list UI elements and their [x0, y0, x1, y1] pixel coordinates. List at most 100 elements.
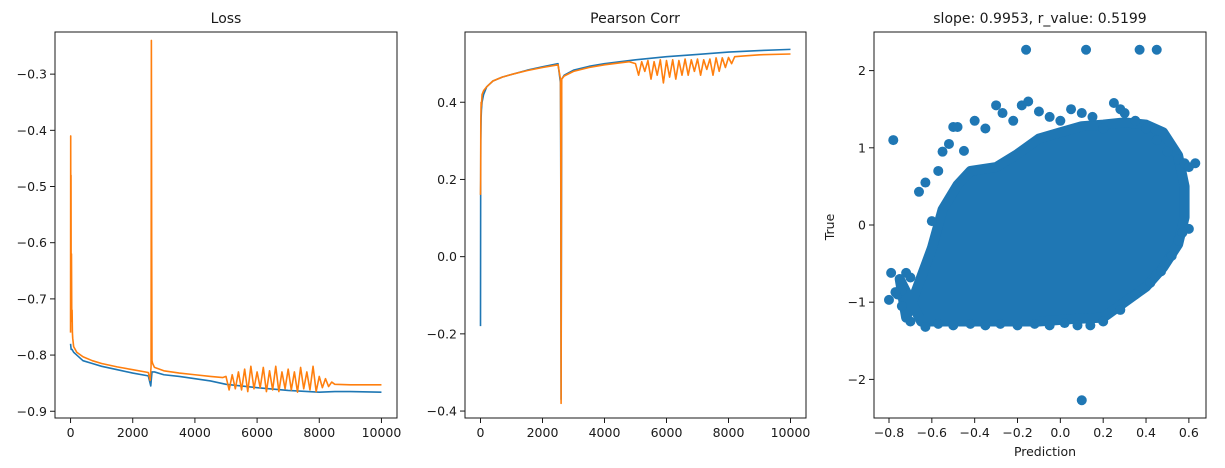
scatter-point: [886, 267, 897, 278]
scatter-point: [1108, 98, 1119, 109]
x-tick-label: 0: [477, 425, 485, 440]
scatter-point: [1130, 289, 1141, 300]
series-line-0: [69, 343, 382, 393]
scatter-point: [1081, 44, 1092, 55]
scatter-x-axis-label: Prediction: [1014, 444, 1076, 459]
x-tick-label: 4000: [589, 425, 621, 440]
scatter-point: [1145, 277, 1156, 288]
x-tick-label: 6000: [241, 425, 273, 440]
pearson-corr-chart: Pearson Corr 0 2000 4000 6000 8000 10000 −0.4 −…: [427, 11, 811, 440]
x-tick-label: 2000: [527, 425, 559, 440]
scatter-point: [1141, 123, 1152, 134]
x-tick-label: 0: [67, 425, 75, 440]
marks-2: [883, 44, 1201, 406]
scatter-point: [888, 135, 899, 146]
x-tick-label: 0.6: [1179, 425, 1199, 440]
scatter-point: [933, 318, 944, 329]
series-line-1: [479, 53, 791, 405]
scatter-point: [997, 108, 1008, 119]
scatter-point: [1166, 250, 1177, 261]
scatter-point: [1044, 320, 1055, 331]
scatter-point: [1008, 115, 1019, 126]
scatter-point: [1072, 320, 1083, 331]
y-tick-label: −0.4: [427, 404, 457, 419]
scatter-point: [920, 321, 931, 332]
scatter-point: [958, 145, 969, 156]
scatter-point: [933, 165, 944, 176]
y-tick-label: −0.5: [17, 179, 47, 194]
y-tick-label: 0.4: [437, 95, 457, 110]
scatter-point: [1177, 227, 1188, 238]
y-tick-label: −0.6: [17, 235, 47, 250]
scatter-point: [1059, 318, 1070, 329]
scatter-point: [1044, 111, 1055, 122]
scatter-point: [1023, 96, 1034, 107]
x-tick-label: 8000: [303, 425, 335, 440]
scatter-point: [991, 100, 1002, 111]
scatter-point: [1130, 115, 1141, 126]
scatter-point: [1156, 266, 1167, 277]
scatter-point: [1119, 108, 1130, 119]
scatter-point: [896, 301, 907, 312]
scatter-point: [1029, 318, 1040, 329]
y-tick-label: 0.2: [437, 172, 457, 187]
y-tick-label: 2: [858, 63, 866, 78]
x-tick-label: 6000: [651, 425, 683, 440]
scatter-point: [1134, 44, 1145, 55]
scatter-point: [926, 216, 937, 227]
x-tick-label: 10000: [362, 425, 402, 440]
y-tick-label: −0.7: [17, 291, 47, 306]
x-tick-label: 4000: [179, 425, 211, 440]
scatter-point: [965, 318, 976, 329]
scatter-point: [937, 146, 948, 157]
scatter-point: [980, 123, 991, 134]
scatter-point: [1066, 104, 1077, 115]
x-tick-label: 0.4: [1136, 425, 1156, 440]
y-tick-label: 1: [858, 140, 866, 155]
scatter-point: [1098, 316, 1109, 327]
scatter-point: [948, 320, 959, 331]
y-tick-label: −0.3: [17, 67, 47, 82]
x-tick-label: 0.2: [1093, 425, 1113, 440]
loss-chart: Loss 0 2000 4000 6000 8000 10000 −0.9 −0.8 −0.7 −…: [17, 11, 402, 440]
y-tick-label: −0.9: [17, 404, 47, 419]
plot-area-1: 0 2000 4000 6000 8000 10000 −0.4 −0.2 0.0 0.2 0.4: [427, 31, 810, 440]
scatter-point: [1151, 44, 1162, 55]
scatter-point: [1098, 123, 1109, 134]
y-tick-label: −0.4: [17, 123, 47, 138]
scatter-point: [952, 121, 963, 132]
scatter-point: [995, 318, 1006, 329]
scatter-point: [1021, 44, 1032, 55]
scatter-point: [1190, 158, 1201, 169]
scatter-point: [980, 320, 991, 331]
scatter-point: [920, 177, 931, 188]
scatter-point: [1012, 320, 1023, 331]
scatter-point: [1076, 395, 1087, 406]
scatter-point: [1162, 146, 1173, 157]
scatter-point: [883, 294, 894, 305]
scatter-chart-title: slope: 0.9953, r_value: 0.5199: [933, 11, 1146, 27]
scatter-point: [890, 287, 901, 298]
scatter-point: [1055, 115, 1066, 126]
pearson-corr-chart-title: Pearson Corr: [590, 11, 680, 27]
x-tick-label: −0.6: [917, 425, 947, 440]
y-tick-label: −1: [848, 295, 866, 310]
scatter-point: [1115, 304, 1126, 315]
marks-0: [69, 39, 382, 393]
scatter-point: [905, 316, 916, 327]
y-tick-label: 0: [858, 218, 866, 233]
x-tick-label: −0.4: [959, 425, 989, 440]
y-tick-label: −0.2: [427, 326, 457, 341]
scatter-chart: slope: 0.9953, r_value: 0.5199 Predictio…: [822, 11, 1207, 459]
scatter-point: [969, 115, 980, 126]
scatter-y-axis-label: True: [822, 213, 837, 241]
y-tick-label: 0.0: [437, 249, 457, 264]
marks-1: [479, 48, 791, 405]
scatter-point: [1151, 135, 1162, 146]
axes-frame-1: [464, 31, 807, 419]
y-tick-label: −0.8: [17, 348, 47, 363]
scatter-point: [1173, 235, 1184, 246]
scatter-point: [905, 272, 916, 283]
x-tick-label: −0.2: [1002, 425, 1032, 440]
x-tick-label: 0.0: [1050, 425, 1070, 440]
